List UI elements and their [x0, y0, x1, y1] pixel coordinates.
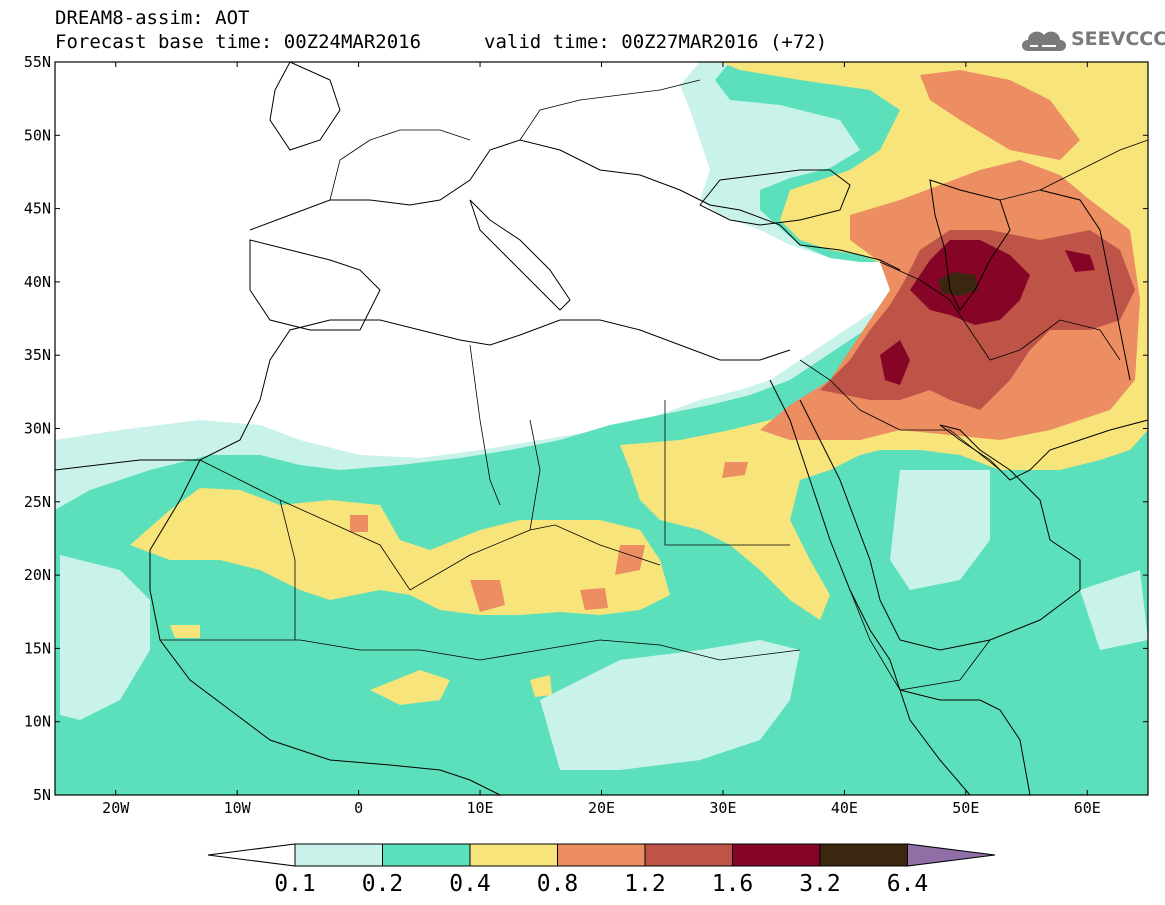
- lon-tick-label: 20E: [588, 799, 615, 817]
- colorbar-under-arrow: [207, 843, 296, 867]
- lat-tick-label: 25N: [24, 493, 51, 511]
- colorbar: 0.1 0.2 0.4 0.8 1.2 1.6 3.2 6.4: [207, 843, 996, 897]
- border-sahel: [160, 639, 801, 661]
- coast-west-africa-atlantic: [149, 459, 501, 795]
- coast-east-africa: [899, 689, 1031, 795]
- forecast-base-time: Forecast base time: 00Z24MAR2016: [55, 31, 422, 53]
- border-europe-1: [329, 129, 471, 201]
- lon-tick-label: 60E: [1074, 799, 1101, 817]
- border-horn: [849, 589, 991, 691]
- lon-tick-label: 30E: [709, 799, 736, 817]
- coast-iberia-italy: [249, 199, 571, 331]
- lat-tick-label: 10N: [24, 713, 51, 731]
- coast-uk: [269, 62, 341, 151]
- lat-tick-label: 40N: [24, 273, 51, 291]
- colorbar-swatch: [557, 843, 646, 867]
- colorbar-label: 1.2: [624, 871, 666, 897]
- colorbar-label: 0.8: [537, 871, 579, 897]
- colorbar-swatch: [294, 843, 383, 867]
- coastlines: [55, 62, 1148, 795]
- logo-text: SEEVCCC: [1071, 28, 1165, 50]
- border-sahara-3: [469, 344, 501, 506]
- border-turkey-iran: [879, 261, 1121, 361]
- model-title: DREAM8-assim: AOT: [55, 7, 250, 29]
- lon-tick-label: 20W: [102, 799, 130, 817]
- borders: [160, 79, 1148, 691]
- coast-europe: [249, 139, 901, 271]
- colorbar-swatch: [382, 843, 471, 867]
- lat-tick-label: 45N: [24, 200, 51, 218]
- border-europe-2: [519, 79, 701, 141]
- lon-tick-label: 10E: [467, 799, 494, 817]
- lon-tick-label: 40E: [831, 799, 858, 817]
- border-kazakh: [999, 139, 1148, 201]
- aot-band-0-8: [350, 70, 1140, 612]
- colorbar-swatch: [644, 843, 733, 867]
- colorbar-label: 1.6: [712, 871, 754, 897]
- coast-persian-gulf: [939, 419, 1148, 481]
- border-mideast: [799, 359, 1001, 471]
- lat-tick-label: 15N: [24, 639, 51, 657]
- border-egypt-sudan: [664, 400, 790, 546]
- border-libya: [529, 419, 541, 531]
- lon-tick-label: 10W: [224, 799, 252, 817]
- lon-axis: 20W 10W 0 10E 20E 30E 40E 50E 60E: [102, 62, 1101, 817]
- lat-tick-label: 55N: [24, 53, 51, 71]
- aot-field: [55, 62, 1148, 795]
- caspian-north: [1039, 189, 1131, 381]
- seevccc-logo: SEEVCCC: [1018, 23, 1165, 57]
- lat-tick-label: 35N: [24, 346, 51, 364]
- colorbar-label: 6.4: [887, 871, 929, 897]
- coast-black-sea: [699, 169, 851, 226]
- coast-caspian: [929, 179, 1011, 311]
- colorbar-swatch: [819, 843, 908, 867]
- colorbar-label: 0.2: [362, 871, 404, 897]
- valid-time: valid time: 00Z27MAR2016 (+72): [484, 31, 828, 53]
- cloud-icon: [1022, 31, 1066, 51]
- aot-band-0-1-south: [60, 470, 1148, 770]
- lat-tick-label: 5N: [33, 786, 51, 804]
- coast-west-africa: [55, 319, 791, 471]
- lat-tick-label: 20N: [24, 566, 51, 584]
- lon-tick-label: 50E: [952, 799, 979, 817]
- lat-tick-label: 30N: [24, 420, 51, 438]
- border-sahara-2: [279, 499, 661, 591]
- coast-arabia: [799, 399, 1081, 651]
- lat-tick-label: 50N: [24, 126, 51, 144]
- colorbar-swatch: [469, 843, 558, 867]
- colorbar-label: 0.4: [449, 871, 491, 897]
- colorbar-swatch: [732, 843, 821, 867]
- border-sahara-1: [199, 459, 296, 640]
- colorbar-over-arrow: [907, 843, 996, 867]
- lat-axis: 55N 50N 45N 40N 35N 30N 25N 20N 15N 10N 5N: [24, 53, 1148, 804]
- lon-tick-label: 0: [354, 799, 363, 817]
- colorbar-label: 3.2: [799, 871, 841, 897]
- coast-red-sea: [769, 379, 971, 795]
- aot-band-1-6: [880, 240, 1095, 385]
- colorbar-label: 0.1: [274, 871, 316, 897]
